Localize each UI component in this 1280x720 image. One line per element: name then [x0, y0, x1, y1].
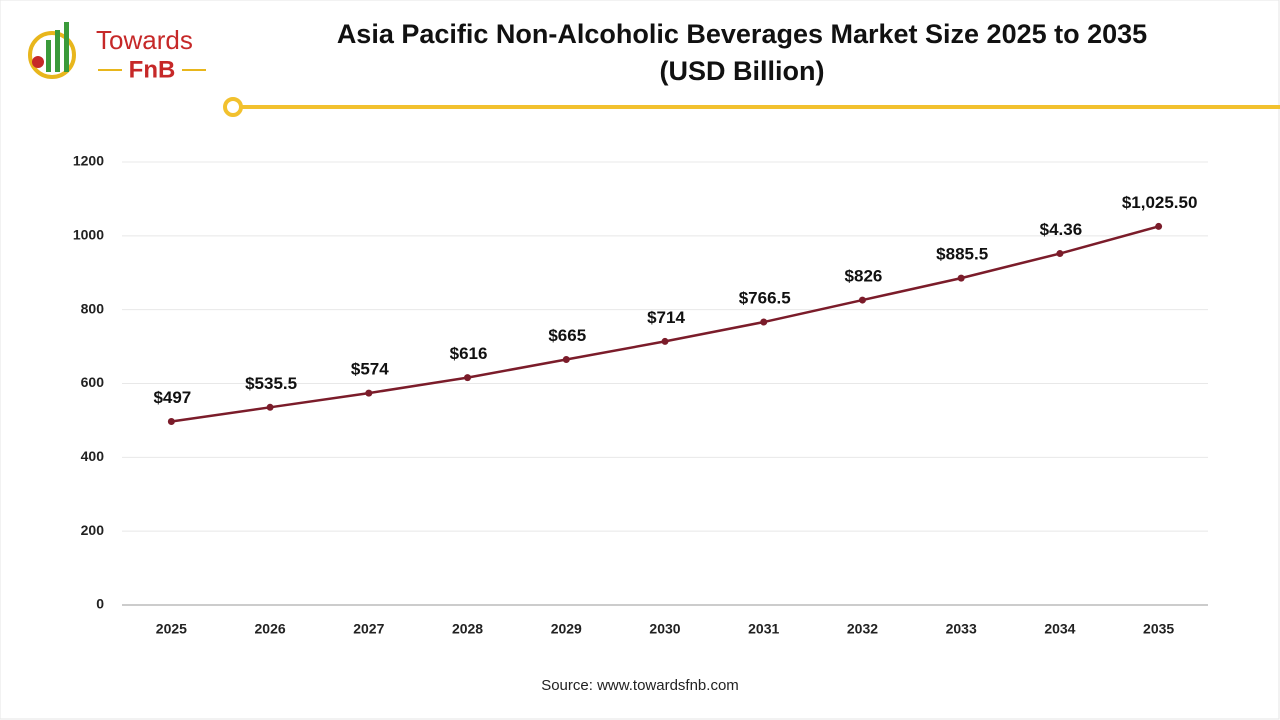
point: [562, 356, 570, 364]
value-label: $714: [647, 308, 685, 327]
logo-bar: [64, 22, 69, 72]
value-label: $665: [548, 326, 586, 345]
y-tick-label: 200: [81, 522, 105, 538]
logo: Towards FnB: [28, 22, 206, 83]
decor-circle: [223, 97, 243, 117]
x-tick-label: 2035: [1143, 621, 1174, 637]
point: [1155, 222, 1163, 230]
value-label: $4.36: [1040, 220, 1083, 239]
x-tick-label: 2032: [847, 621, 878, 637]
value-label: $766.5: [739, 289, 791, 308]
y-tick-label: 800: [81, 300, 105, 316]
y-tick-label: 1200: [73, 153, 104, 169]
y-tick-label: 400: [81, 448, 105, 464]
point: [957, 274, 965, 282]
x-tick-label: 2028: [452, 621, 483, 637]
logo-text: FnB: [129, 56, 176, 83]
point: [858, 296, 866, 304]
chart-subtitle: (USD Billion): [660, 56, 825, 86]
logo-ring: [28, 31, 76, 79]
point: [365, 389, 373, 397]
y-tick-label: 1000: [73, 227, 104, 243]
x-tick-label: 2026: [255, 621, 286, 637]
x-tick-label: 2033: [946, 621, 977, 637]
x-tick-label: 2029: [551, 621, 582, 637]
logo-text: Towards: [96, 25, 193, 55]
value-label: $1,025.50: [1122, 193, 1198, 212]
y-tick-label: 600: [81, 374, 105, 390]
point: [266, 403, 274, 411]
x-tick-label: 2025: [156, 621, 187, 637]
logo-bar: [55, 30, 60, 72]
x-tick-label: 2030: [649, 621, 680, 637]
point: [661, 337, 669, 345]
value-label: $826: [845, 267, 883, 286]
x-tick-label: 2027: [353, 621, 384, 637]
source: Source: www.towardsfnb.com: [541, 677, 739, 694]
value-label: $574: [351, 360, 389, 379]
y-tick-label: 0: [96, 596, 104, 612]
point: [1056, 250, 1064, 258]
value-label: $885.5: [936, 245, 988, 264]
value-label: $616: [450, 344, 488, 363]
value-label: $535.5: [245, 374, 297, 393]
value-label: $497: [153, 388, 191, 407]
chart-title: Asia Pacific Non-Alcoholic Beverages Mar…: [337, 19, 1147, 49]
point: [167, 418, 175, 426]
logo-bar: [46, 40, 51, 72]
point: [760, 318, 768, 326]
logo-dot: [32, 56, 44, 68]
x-tick-label: 2031: [748, 621, 779, 637]
x-tick-label: 2034: [1044, 621, 1075, 637]
point: [464, 374, 472, 382]
